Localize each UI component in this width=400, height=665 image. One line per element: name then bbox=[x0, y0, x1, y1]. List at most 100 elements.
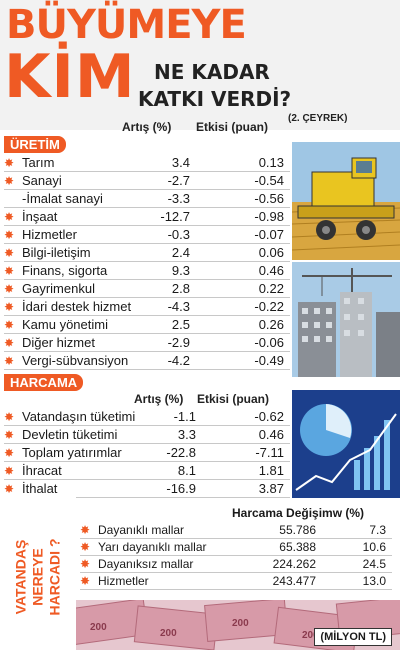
production-row: ✸ Kamu yönetimi 2.5 0.26 bbox=[4, 316, 290, 334]
row-increase: -3.3 bbox=[167, 191, 190, 206]
row-increase: -22.8 bbox=[166, 445, 196, 460]
production-row: -İmalat sanayi -3.3 -0.56 bbox=[4, 190, 290, 208]
production-row: ✸ İnşaat -12.7 -0.98 bbox=[4, 208, 290, 226]
spending-row: ✸ Devletin tüketimi 3.3 0.46 bbox=[4, 426, 290, 444]
citizen-side-label: VATANDAŞ NEREYE HARCADI ? bbox=[12, 538, 63, 616]
bullet-star-icon: ✸ bbox=[80, 523, 91, 537]
bullet-star-icon: ✸ bbox=[4, 228, 15, 242]
citizen-spending-row: ✸ Dayanıklı mallar 55.786 7.3 bbox=[80, 522, 392, 539]
citizen-spending-row: ✸ Hizmetler 243.477 13.0 bbox=[80, 573, 392, 590]
row-increase: -2.7 bbox=[167, 173, 190, 188]
row-effect: 0.26 bbox=[258, 317, 284, 332]
row-increase: -1.1 bbox=[173, 409, 196, 424]
row-label: Dayanıklı mallar bbox=[98, 523, 185, 537]
bullet-star-icon: ✸ bbox=[4, 428, 15, 442]
row-amount: 65.388 bbox=[279, 540, 316, 554]
row-increase: 2.5 bbox=[171, 317, 190, 332]
row-label: Vatandaşın tüketimi bbox=[22, 409, 136, 424]
bullet-star-icon: ✸ bbox=[80, 557, 91, 571]
title-line-4: KATKI VERDİ? bbox=[138, 87, 292, 111]
row-change: 10.6 bbox=[362, 540, 386, 554]
row-increase: 2.4 bbox=[171, 245, 190, 260]
row-label: İnşaat bbox=[22, 209, 58, 224]
row-label: İdari destek hizmet bbox=[22, 299, 132, 314]
row-label: İthalat bbox=[22, 481, 58, 496]
row-label: Hizmetler bbox=[22, 227, 77, 242]
production-row: ✸ Finans, sigorta 9.3 0.46 bbox=[4, 262, 290, 280]
row-effect: 1.81 bbox=[258, 463, 284, 478]
row-effect: 0.13 bbox=[258, 155, 284, 170]
row-effect: -0.06 bbox=[254, 335, 284, 350]
col-effect-header: Etkisi (puan) bbox=[196, 120, 269, 134]
row-effect: -0.62 bbox=[254, 409, 284, 424]
title-line-2: KİM bbox=[4, 42, 136, 112]
production-row: ✸ Hizmetler -0.3 -0.07 bbox=[4, 226, 290, 244]
spending-row: ✸ İthalat -16.9 3.87 bbox=[4, 480, 290, 498]
row-effect: -0.22 bbox=[254, 299, 284, 314]
spending-col-effect-header: Etkisi (puan) bbox=[197, 392, 270, 406]
spending-row: ✸ Vatandaşın tüketimi -1.1 -0.62 bbox=[4, 408, 290, 426]
production-row: ✸ Bilgi-iletişim 2.4 0.06 bbox=[4, 244, 290, 262]
spending-row: ✸ Toplam yatırımlar -22.8 -7.11 bbox=[4, 444, 290, 462]
bullet-star-icon: ✸ bbox=[4, 446, 15, 460]
bullet-star-icon: ✸ bbox=[4, 282, 15, 296]
row-effect: 0.46 bbox=[258, 427, 284, 442]
row-label: -İmalat sanayi bbox=[22, 191, 103, 206]
row-label: Sanayi bbox=[22, 173, 62, 188]
production-row: ✸ Gayrimenkul 2.8 0.22 bbox=[4, 280, 290, 298]
row-label: Vergi-sübvansiyon bbox=[22, 353, 129, 368]
svg-text:200: 200 bbox=[232, 618, 249, 629]
bullet-star-icon: ✸ bbox=[4, 354, 15, 368]
spending-section-label: HARCAMA bbox=[4, 374, 84, 391]
row-effect: -0.07 bbox=[254, 227, 284, 242]
construction-image bbox=[292, 262, 400, 377]
row-label: İhracat bbox=[22, 463, 62, 478]
bullet-star-icon: ✸ bbox=[4, 464, 15, 478]
row-label: Diğer hizmet bbox=[22, 335, 95, 350]
bullet-star-icon: ✸ bbox=[4, 156, 15, 170]
production-row: ✸ Vergi-sübvansiyon -4.2 -0.49 bbox=[4, 352, 290, 370]
row-label: Toplam yatırımlar bbox=[22, 445, 122, 460]
bullet-star-icon: ✸ bbox=[4, 336, 15, 350]
row-increase: 2.8 bbox=[171, 281, 190, 296]
row-increase: 8.1 bbox=[177, 463, 196, 478]
svg-text:200: 200 bbox=[90, 622, 107, 633]
production-row: ✸ Diğer hizmet -2.9 -0.06 bbox=[4, 334, 290, 352]
row-effect: 3.87 bbox=[258, 481, 284, 496]
col-increase-header: Artış (%) bbox=[122, 120, 172, 134]
header: BÜYÜMEYE KİM NE KADAR KATKI VERDİ? (2. Ç… bbox=[0, 0, 400, 130]
row-amount: 224.262 bbox=[272, 557, 316, 571]
row-label: Bilgi-iletişim bbox=[22, 245, 91, 260]
row-amount: 55.786 bbox=[279, 523, 316, 537]
svg-text:200: 200 bbox=[302, 630, 319, 641]
row-label: Devletin tüketimi bbox=[22, 427, 118, 442]
bullet-star-icon: ✸ bbox=[4, 246, 15, 260]
bullet-star-icon: ✸ bbox=[80, 540, 91, 554]
bullet-star-icon: ✸ bbox=[4, 318, 15, 332]
row-label: Tarım bbox=[22, 155, 55, 170]
row-increase: -16.9 bbox=[166, 481, 196, 496]
svg-text:200: 200 bbox=[160, 628, 177, 639]
row-increase: 3.4 bbox=[171, 155, 190, 170]
row-increase: 9.3 bbox=[171, 263, 190, 278]
banknotes-image: 200 200 200 200 (MİLYON TL) bbox=[76, 600, 400, 650]
production-row: ✸ Tarım 3.4 0.13 bbox=[4, 154, 290, 172]
row-label: Gayrimenkul bbox=[22, 281, 95, 296]
row-effect: 0.22 bbox=[258, 281, 284, 296]
citizen-spending-row: ✸ Dayanıksız mallar 224.262 24.5 bbox=[80, 556, 392, 573]
row-change: 13.0 bbox=[362, 574, 386, 588]
spending-row: ✸ İhracat 8.1 1.81 bbox=[4, 462, 290, 480]
production-section-label: ÜRETİM bbox=[4, 136, 66, 153]
bullet-star-icon: ✸ bbox=[4, 300, 15, 314]
row-label: Yarı dayanıklı mallar bbox=[98, 540, 207, 554]
citizen-spending-row: ✸ Yarı dayanıklı mallar 65.388 10.6 bbox=[80, 539, 392, 556]
title-line-3: NE KADAR bbox=[154, 60, 270, 84]
finance-chart-image bbox=[292, 390, 400, 498]
harvester-image bbox=[292, 142, 400, 260]
title-line-1: BÜYÜMEYE bbox=[6, 2, 247, 48]
production-row: ✸ İdari destek hizmet -4.3 -0.22 bbox=[4, 298, 290, 316]
row-change: 24.5 bbox=[362, 557, 386, 571]
citizen-side-banner: VATANDAŞ NEREYE HARCADI ? bbox=[0, 497, 76, 657]
bullet-star-icon: ✸ bbox=[4, 210, 15, 224]
row-increase: -2.9 bbox=[167, 335, 190, 350]
